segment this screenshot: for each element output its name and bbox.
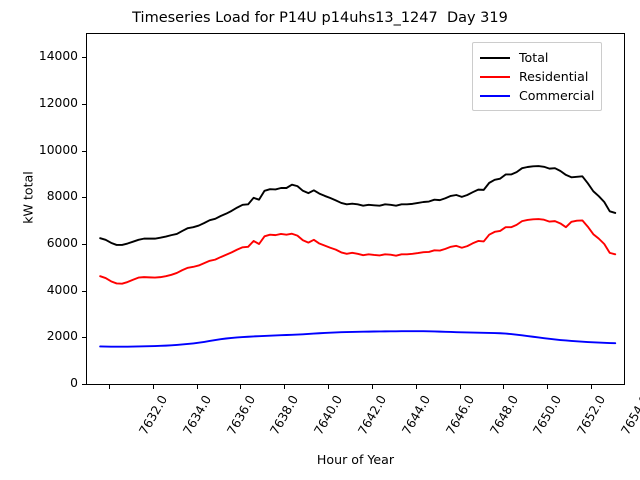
legend-item: Residential: [480, 67, 594, 86]
y-tick-label: 4000: [46, 282, 78, 297]
x-tick-mark: [503, 385, 505, 389]
y-tick-label: 0: [70, 376, 78, 390]
y-tick-label: 8000: [46, 189, 78, 204]
x-tick-label: 7636.0: [224, 393, 258, 438]
y-tick-label: 14000: [38, 49, 78, 64]
legend-item: Commercial: [480, 86, 594, 105]
legend-label: Commercial: [519, 88, 595, 103]
x-tick-mark: [459, 385, 461, 389]
legend-label: Residential: [519, 69, 589, 84]
x-tick-mark: [108, 385, 110, 389]
legend-label: Total: [519, 50, 549, 65]
x-tick-mark: [284, 385, 286, 389]
legend-line-swatch: [480, 94, 510, 97]
x-tick-label: 7644.0: [399, 393, 434, 438]
series-line-total: [99, 165, 617, 246]
x-tick-label: 7634.0: [180, 393, 214, 438]
x-tick-label: 7654.0: [618, 393, 640, 438]
x-tick-label: 7642.0: [355, 393, 390, 438]
x-tick-mark: [196, 385, 198, 389]
x-tick-mark: [415, 385, 417, 389]
series-line-commercial: [99, 330, 617, 348]
x-tick-mark: [371, 385, 373, 389]
page-title: Timeseries Load for P14U p14uhs13_1247 D…: [132, 10, 508, 26]
y-tick-label: 2000: [46, 329, 78, 344]
x-tick-label: 7632.0: [136, 393, 171, 438]
y-tick-label: 10000: [38, 142, 78, 157]
legend-item: Total: [480, 48, 594, 67]
x-tick-label: 7646.0: [443, 393, 477, 438]
x-tick-label: 7638.0: [267, 393, 302, 438]
x-axis-title: Hour of Year: [316, 452, 395, 467]
legend-line-swatch: [480, 75, 510, 78]
x-tick-mark: [591, 385, 593, 389]
x-tick-mark: [240, 385, 242, 389]
y-tick-label: 12000: [38, 96, 78, 110]
x-tick-mark: [547, 385, 549, 389]
x-tick-label: 7648.0: [487, 393, 521, 438]
y-axis-title: kW total: [20, 171, 36, 224]
legend: Total Residential Commercial: [472, 42, 603, 111]
x-tick-label: 7650.0: [530, 393, 565, 438]
x-tick-mark: [152, 385, 154, 389]
legend-line-swatch: [480, 56, 510, 59]
series-line-residential: [99, 218, 617, 285]
y-tick-label: 6000: [46, 236, 78, 250]
x-tick-mark: [328, 385, 330, 389]
x-tick-label: 7640.0: [311, 393, 346, 438]
series-canvas: [99, 165, 617, 348]
x-tick-label: 7652.0: [574, 393, 609, 438]
